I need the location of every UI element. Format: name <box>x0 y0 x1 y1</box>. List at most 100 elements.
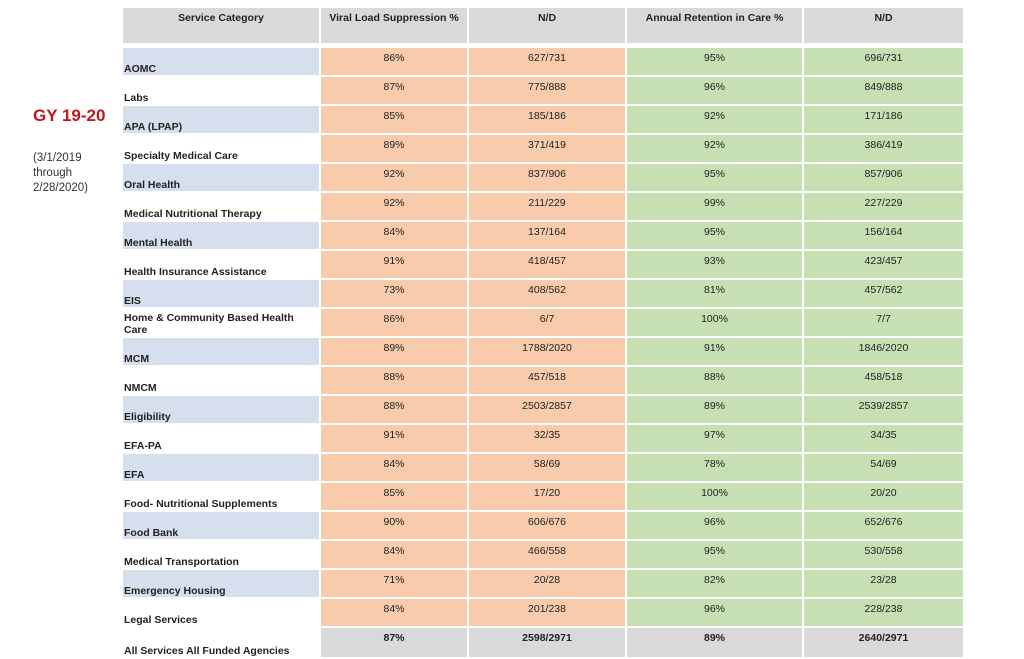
retention-pct-cell: 95% <box>627 164 802 191</box>
viral-load-nd-cell: 211/229 <box>469 193 625 220</box>
total-retention-pct-cell: 89% <box>627 628 802 657</box>
viral-load-nd-cell: 837/906 <box>469 164 625 191</box>
retention-pct-cell: 92% <box>627 106 802 133</box>
retention-nd-cell: 458/518 <box>804 367 963 394</box>
table-row: EFA-PA 91% 32/35 97% 34/35 <box>123 425 963 452</box>
retention-nd-cell: 423/457 <box>804 251 963 278</box>
service-category-cell: Emergency Housing <box>123 570 319 597</box>
retention-nd-cell: 227/229 <box>804 193 963 220</box>
service-category-cell: Mental Health <box>123 222 319 249</box>
retention-nd-cell: 857/906 <box>804 164 963 191</box>
viral-load-pct-cell: 84% <box>321 541 467 568</box>
table-row: Emergency Housing 71% 20/28 82% 23/28 <box>123 570 963 597</box>
service-category-cell: AOMC <box>123 48 319 75</box>
retention-pct-cell: 95% <box>627 222 802 249</box>
retention-nd-cell: 34/35 <box>804 425 963 452</box>
retention-nd-cell: 54/69 <box>804 454 963 481</box>
viral-load-pct-cell: 84% <box>321 454 467 481</box>
service-category-cell: Oral Health <box>123 164 319 191</box>
total-retention-nd-cell: 2640/2971 <box>804 628 963 657</box>
service-category-cell: Legal Services <box>123 599 319 626</box>
viral-load-pct-cell: 87% <box>321 77 467 104</box>
retention-nd-cell: 849/888 <box>804 77 963 104</box>
retention-nd-cell: 530/558 <box>804 541 963 568</box>
viral-load-pct-cell: 91% <box>321 425 467 452</box>
viral-load-pct-cell: 88% <box>321 367 467 394</box>
retention-pct-cell: 92% <box>627 135 802 162</box>
period-dates: (3/1/2019 through 2/28/2020) <box>33 152 88 194</box>
viral-load-nd-cell: 6/7 <box>469 309 625 336</box>
retention-pct-cell: 78% <box>627 454 802 481</box>
viral-load-pct-cell: 88% <box>321 396 467 423</box>
retention-pct-cell: 95% <box>627 48 802 75</box>
service-category-cell: Medical Transportation <box>123 541 319 568</box>
viral-load-pct-cell: 89% <box>321 135 467 162</box>
header-retention-pct: Annual Retention in Care % <box>627 8 802 43</box>
viral-load-pct-cell: 92% <box>321 193 467 220</box>
viral-load-nd-cell: 185/186 <box>469 106 625 133</box>
table-row: Labs 87% 775/888 96% 849/888 <box>123 77 963 104</box>
table-row: EFA 84% 58/69 78% 54/69 <box>123 454 963 481</box>
table-row: APA (LPAP) 85% 185/186 92% 171/186 <box>123 106 963 133</box>
table-row: Medical Nutritional Therapy 92% 211/229 99%… <box>123 193 963 220</box>
service-category-cell: Labs <box>123 77 319 104</box>
table-body: AOMC 86% 627/731 95% 696/731 Labs 87% 775/888 96… <box>123 48 963 657</box>
viral-load-pct-cell: 84% <box>321 222 467 249</box>
viral-load-pct-cell: 85% <box>321 106 467 133</box>
service-category-cell: Specialty Medical Care <box>123 135 319 162</box>
retention-pct-cell: 91% <box>627 338 802 365</box>
retention-nd-cell: 696/731 <box>804 48 963 75</box>
total-row: All Services All Funded Agencies 87% 2598/… <box>123 628 963 657</box>
service-category-cell: Food- Nutritional Supplements <box>123 483 319 510</box>
viral-load-nd-cell: 466/558 <box>469 541 625 568</box>
retention-nd-cell: 171/186 <box>804 106 963 133</box>
table-row: Mental Health 84% 137/164 95% 156/164 <box>123 222 963 249</box>
viral-load-nd-cell: 137/164 <box>469 222 625 249</box>
total-service-category-cell: All Services All Funded Agencies <box>123 628 319 657</box>
viral-load-pct-cell: 73% <box>321 280 467 307</box>
total-viral-load-pct-cell: 87% <box>321 628 467 657</box>
header-viral-load-nd: N/D <box>469 8 625 43</box>
retention-pct-cell: 96% <box>627 599 802 626</box>
viral-load-nd-cell: 20/28 <box>469 570 625 597</box>
table-row: Oral Health 92% 837/906 95% 857/906 <box>123 164 963 191</box>
retention-nd-cell: 7/7 <box>804 309 963 336</box>
service-category-cell: Food Bank <box>123 512 319 539</box>
viral-load-nd-cell: 58/69 <box>469 454 625 481</box>
retention-pct-cell: 89% <box>627 396 802 423</box>
retention-pct-cell: 96% <box>627 77 802 104</box>
service-category-cell: APA (LPAP) <box>123 106 319 133</box>
retention-pct-cell: 97% <box>627 425 802 452</box>
viral-load-nd-cell: 775/888 <box>469 77 625 104</box>
viral-load-nd-cell: 32/35 <box>469 425 625 452</box>
retention-pct-cell: 100% <box>627 483 802 510</box>
service-category-cell: EFA-PA <box>123 425 319 452</box>
outcomes-table: Service Category Viral Load Suppression … <box>121 6 965 659</box>
viral-load-nd-cell: 201/238 <box>469 599 625 626</box>
table-row: NMCM 88% 457/518 88% 458/518 <box>123 367 963 394</box>
viral-load-nd-cell: 17/20 <box>469 483 625 510</box>
table-row: Eligibility 88% 2503/2857 89% 2539/2857 <box>123 396 963 423</box>
header-viral-load-pct: Viral Load Suppression % <box>321 8 467 43</box>
viral-load-pct-cell: 91% <box>321 251 467 278</box>
service-category-cell: EIS <box>123 280 319 307</box>
viral-load-pct-cell: 84% <box>321 599 467 626</box>
retention-pct-cell: 95% <box>627 541 802 568</box>
viral-load-pct-cell: 89% <box>321 338 467 365</box>
retention-nd-cell: 652/676 <box>804 512 963 539</box>
service-category-cell: MCM <box>123 338 319 365</box>
viral-load-pct-cell: 86% <box>321 48 467 75</box>
retention-nd-cell: 20/20 <box>804 483 963 510</box>
retention-pct-cell: 82% <box>627 570 802 597</box>
table-row: Legal Services 84% 201/238 96% 228/238 <box>123 599 963 626</box>
retention-pct-cell: 99% <box>627 193 802 220</box>
table-row: AOMC 86% 627/731 95% 696/731 <box>123 48 963 75</box>
viral-load-nd-cell: 2503/2857 <box>469 396 625 423</box>
service-category-cell: Health Insurance Assistance <box>123 251 319 278</box>
total-viral-load-nd-cell: 2598/2971 <box>469 628 625 657</box>
table-row: Food Bank 90% 606/676 96% 652/676 <box>123 512 963 539</box>
service-category-cell: Medical Nutritional Therapy <box>123 193 319 220</box>
service-category-cell: Eligibility <box>123 396 319 423</box>
table-row: Health Insurance Assistance 91% 418/457 93%… <box>123 251 963 278</box>
viral-load-pct-cell: 92% <box>321 164 467 191</box>
